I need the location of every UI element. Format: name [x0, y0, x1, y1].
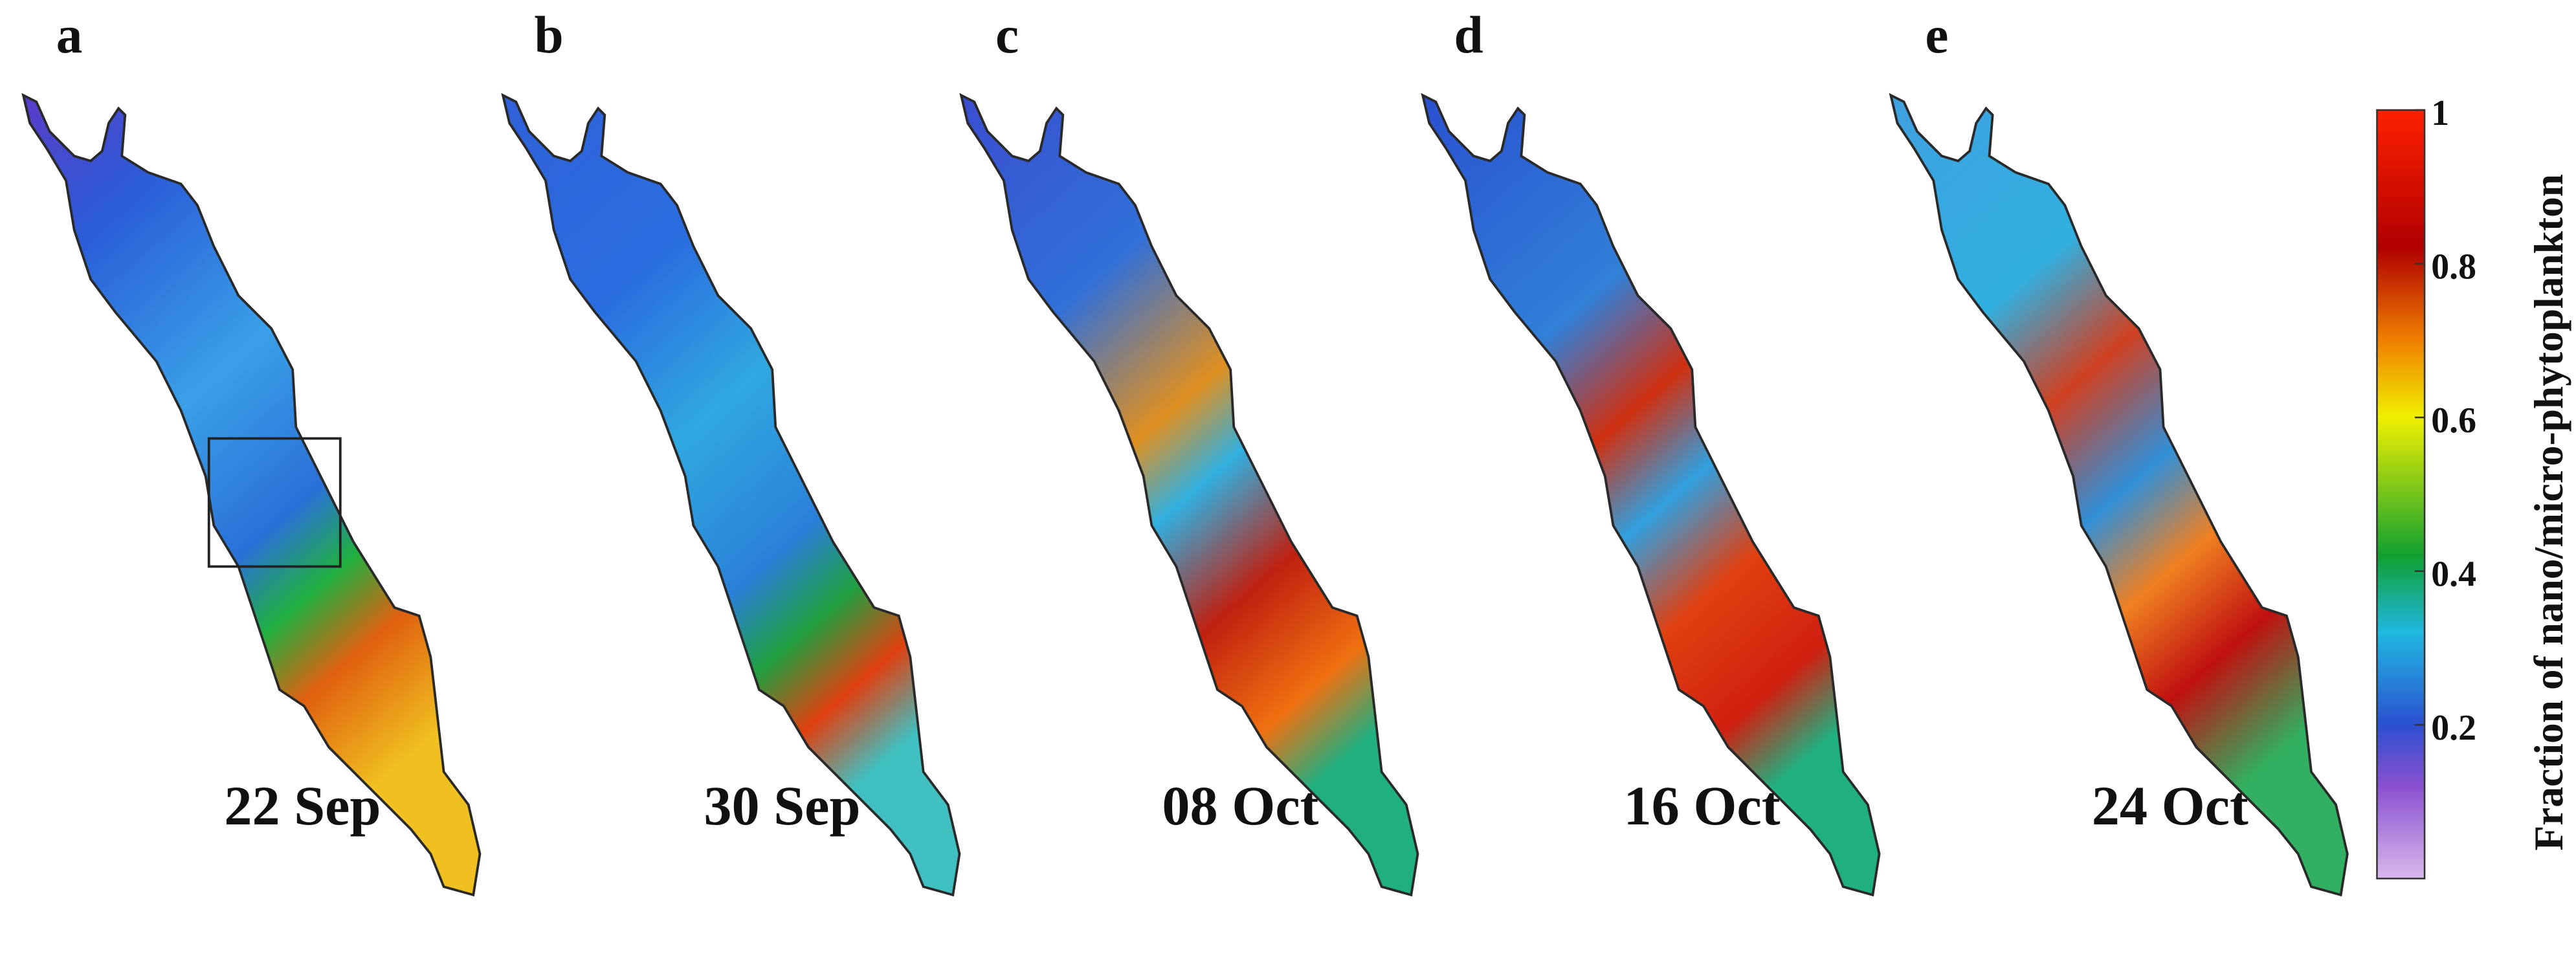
- colorbar-tick-label: 1: [2431, 93, 2449, 133]
- map-panel: b 30 Sep: [502, 6, 961, 896]
- panel-date: 08 Oct: [1162, 775, 1318, 837]
- map-panel: e 24 Oct: [1889, 6, 2349, 896]
- colorbar-tick-label: 0.8: [2431, 247, 2476, 287]
- map-panel: c 08 Oct: [960, 6, 1419, 896]
- panel-date: 24 Oct: [2092, 775, 2248, 837]
- panel-letter: e: [1925, 6, 1948, 64]
- panels: a 22 Sep b 30 Sep c 08 Oct d 16 Oct e 24 Oct: [22, 6, 2349, 896]
- panel-date: 16 Oct: [1624, 775, 1781, 837]
- panel-date: 22 Sep: [224, 775, 381, 837]
- map-panel: a 22 Sep: [22, 6, 482, 896]
- colorbar-tick-label: 0.4: [2431, 555, 2476, 595]
- colorbar-ticks: 0.2 0.4 0.6 0.8 1: [2414, 93, 2476, 748]
- zoom-box: [207, 437, 342, 568]
- panel-letter: a: [56, 6, 83, 64]
- colorbar-tick-label: 0.2: [2431, 708, 2476, 748]
- map-panel: d 16 Oct: [1421, 6, 1881, 896]
- panel-letter: c: [995, 6, 1019, 64]
- panel-letter: d: [1454, 6, 1483, 64]
- colorbar: [2376, 109, 2426, 879]
- panel-date: 30 Sep: [704, 775, 860, 837]
- colorbar-tick-label: 0.6: [2431, 401, 2476, 441]
- panel-letter: b: [534, 6, 563, 64]
- colorbar-title: Fraction of nano/micro-phytoplankton: [2526, 174, 2571, 851]
